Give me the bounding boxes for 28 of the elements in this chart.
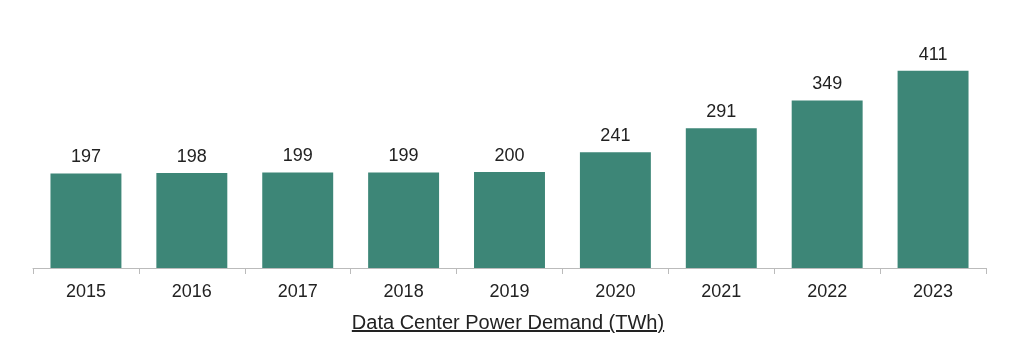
data-label: 198: [176, 145, 207, 166]
bar: [156, 172, 228, 268]
x-tick-label: 2022: [807, 281, 848, 301]
x-tick-label: 2016: [171, 281, 212, 301]
x-tick-label: 2017: [277, 281, 318, 301]
x-tick-label: 2023: [913, 281, 954, 301]
x-tick-label: 2018: [383, 281, 424, 301]
data-label: 197: [70, 146, 101, 167]
x-tick-label: 2021: [701, 281, 742, 301]
bar: [685, 128, 757, 268]
bar: [368, 172, 440, 268]
x-axis-title: Data Center Power Demand (TWh): [350, 311, 666, 334]
x-tick-label: 2019: [489, 281, 530, 301]
bar: [474, 172, 545, 268]
x-tick-label: 2020: [595, 281, 636, 301]
data-label: 411: [918, 43, 948, 64]
data-label: 200: [494, 145, 525, 165]
x-tick-label: 2015: [65, 281, 106, 301]
bar: [791, 100, 863, 268]
bar: [897, 70, 969, 268]
data-label: 199: [388, 145, 419, 166]
bar: [262, 172, 334, 268]
data-label: 199: [282, 145, 313, 166]
data-label: 349: [812, 73, 843, 94]
bar: [50, 173, 122, 268]
data-label: 291: [706, 101, 737, 122]
bar: [579, 152, 651, 268]
data-label: 241: [600, 125, 631, 146]
